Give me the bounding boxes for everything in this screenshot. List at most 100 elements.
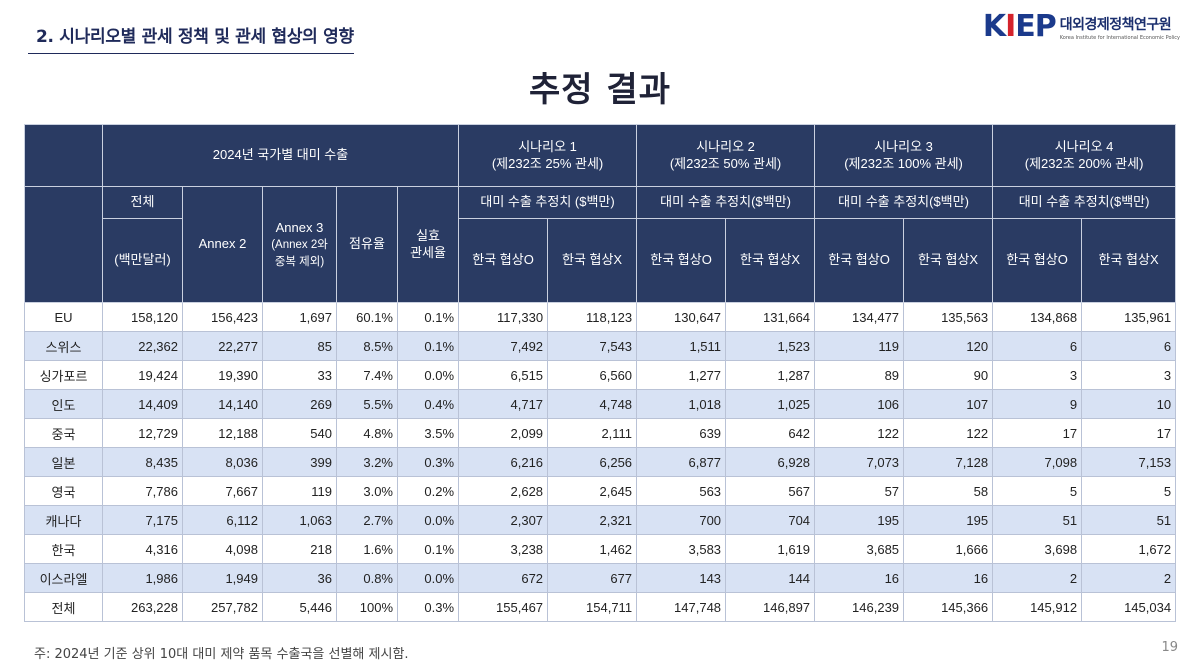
scenario-4-name: 시나리오 4 xyxy=(1054,139,1114,155)
value-cell: 5,446 xyxy=(262,592,337,622)
annex3-line2: (Annex 2와 xyxy=(271,239,328,252)
header-s4-neg-x: 한국 협상X xyxy=(1081,218,1177,303)
logo-text: 대외경제정책연구원 Korea Institute for Internatio… xyxy=(1060,14,1180,41)
scenario-1-desc: (제232조 25% 관세) xyxy=(491,155,604,171)
value-cell: 145,366 xyxy=(903,592,994,622)
value-cell: 639 xyxy=(636,418,727,448)
value-cell: 106 xyxy=(814,389,905,419)
value-cell: 6,112 xyxy=(182,505,263,535)
country-cell: 전체 xyxy=(24,592,103,622)
country-cell: 중국 xyxy=(24,418,103,448)
value-cell: 134,868 xyxy=(992,302,1083,332)
value-cell: 7,073 xyxy=(814,447,905,477)
value-cell: 7.4% xyxy=(336,360,398,390)
value-cell: 7,153 xyxy=(1081,447,1177,477)
value-cell: 2,307 xyxy=(458,505,549,535)
header-scenario-3-sub: 대미 수출 추정치($백만) xyxy=(814,186,994,219)
value-cell: 1,277 xyxy=(636,360,727,390)
value-cell: 156,423 xyxy=(182,302,263,332)
value-cell: 4,748 xyxy=(547,389,638,419)
value-cell: 3.5% xyxy=(396,418,460,448)
header-s3-neg-x: 한국 협상X xyxy=(903,218,994,303)
table-row: 중국 12,729 12,188 540 4.8% 3.5% 2,099 2,111 639 64… xyxy=(24,418,1177,448)
value-cell: 7,667 xyxy=(182,476,263,506)
value-cell: 0.1% xyxy=(396,331,460,361)
value-cell: 672 xyxy=(458,563,549,593)
country-cell: 이스라엘 xyxy=(24,563,103,593)
header-effective-rate: 실효 관세율 xyxy=(396,186,460,303)
value-cell: 122 xyxy=(903,418,994,448)
header-s1-neg-x: 한국 협상X xyxy=(547,218,638,303)
value-cell: 155,467 xyxy=(458,592,549,622)
value-cell: 2,099 xyxy=(458,418,549,448)
header-total: 전체 xyxy=(102,186,183,219)
value-cell: 7,786 xyxy=(102,476,183,506)
table-row: 캐나다 7,175 6,112 1,063 2.7% 0.0% 2,307 2,321 700 7… xyxy=(24,505,1177,535)
annex3-line1: Annex 3 xyxy=(275,220,324,235)
value-cell: 158,120 xyxy=(102,302,183,332)
scenario-3-name: 시나리오 3 xyxy=(874,139,933,155)
value-cell: 3,698 xyxy=(992,534,1083,564)
header-annex2: Annex 2 xyxy=(182,186,263,303)
estimate-table: 2024년 국가별 대미 수출 시나리오 1 (제232조 25% 관세) 시나… xyxy=(24,124,1177,622)
value-cell: 0.0% xyxy=(396,563,460,593)
header-share: 점유율 xyxy=(336,186,398,303)
value-cell: 1,025 xyxy=(725,389,816,419)
value-cell: 5 xyxy=(992,476,1083,506)
country-cell: EU xyxy=(24,302,103,332)
value-cell: 8.5% xyxy=(336,331,398,361)
value-cell: 145,912 xyxy=(992,592,1083,622)
value-cell: 122 xyxy=(814,418,905,448)
value-cell: 36 xyxy=(262,563,337,593)
value-cell: 144 xyxy=(725,563,816,593)
value-cell: 2 xyxy=(992,563,1083,593)
section-divider xyxy=(28,53,354,54)
value-cell: 399 xyxy=(262,447,337,477)
value-cell: 119 xyxy=(262,476,337,506)
value-cell: 0.4% xyxy=(396,389,460,419)
value-cell: 3,238 xyxy=(458,534,549,564)
value-cell: 563 xyxy=(636,476,727,506)
header-scenario-1-sub: 대미 수출 추정치 ($백만) xyxy=(458,186,638,219)
value-cell: 6,560 xyxy=(547,360,638,390)
value-cell: 145,034 xyxy=(1081,592,1177,622)
value-cell: 16 xyxy=(903,563,994,593)
page-number: 19 xyxy=(1161,640,1178,655)
value-cell: 0.0% xyxy=(396,360,460,390)
value-cell: 642 xyxy=(725,418,816,448)
rate-line2: 관세율 xyxy=(410,244,446,260)
scenario-2-desc: (제232조 50% 관세) xyxy=(669,155,782,171)
header-s2-neg-o: 한국 협상O xyxy=(636,218,727,303)
value-cell: 117,330 xyxy=(458,302,549,332)
value-cell: 135,563 xyxy=(903,302,994,332)
value-cell: 22,277 xyxy=(182,331,263,361)
value-cell: 147,748 xyxy=(636,592,727,622)
value-cell: 14,140 xyxy=(182,389,263,419)
logo-korean: 대외경제정책연구원 xyxy=(1059,16,1172,33)
table-row: 한국 4,316 4,098 218 1.6% 0.1% 3,238 1,462 3,583 1,… xyxy=(24,534,1177,564)
value-cell: 5.5% xyxy=(336,389,398,419)
value-cell: 6,928 xyxy=(725,447,816,477)
value-cell: 146,239 xyxy=(814,592,905,622)
value-cell: 16 xyxy=(814,563,905,593)
value-cell: 6 xyxy=(1081,331,1177,361)
value-cell: 6,877 xyxy=(636,447,727,477)
value-cell: 135,961 xyxy=(1081,302,1177,332)
value-cell: 1.6% xyxy=(336,534,398,564)
table-row: 일본 8,435 8,036 399 3.2% 0.3% 6,216 6,256 6,877 6,… xyxy=(24,447,1177,477)
value-cell: 257,782 xyxy=(182,592,263,622)
value-cell: 0.0% xyxy=(396,505,460,535)
logo-mark: KIEP xyxy=(983,12,1057,42)
value-cell: 1,672 xyxy=(1081,534,1177,564)
table-row: 이스라엘 1,986 1,949 36 0.8% 0.0% 672 677 143 144 16 16… xyxy=(24,563,1177,593)
value-cell: 51 xyxy=(992,505,1083,535)
value-cell: 22,362 xyxy=(102,331,183,361)
header-scenario-2: 시나리오 2 (제232조 50% 관세) xyxy=(636,124,816,187)
table-body: EU 158,120 156,423 1,697 60.1% 0.1% 117,330 118… xyxy=(24,302,1177,622)
value-cell: 2 xyxy=(1081,563,1177,593)
value-cell: 8,036 xyxy=(182,447,263,477)
header-scenario-4: 시나리오 4 (제232조 200% 관세) xyxy=(992,124,1177,187)
value-cell: 4,717 xyxy=(458,389,549,419)
value-cell: 6 xyxy=(992,331,1083,361)
value-cell: 100% xyxy=(336,592,398,622)
